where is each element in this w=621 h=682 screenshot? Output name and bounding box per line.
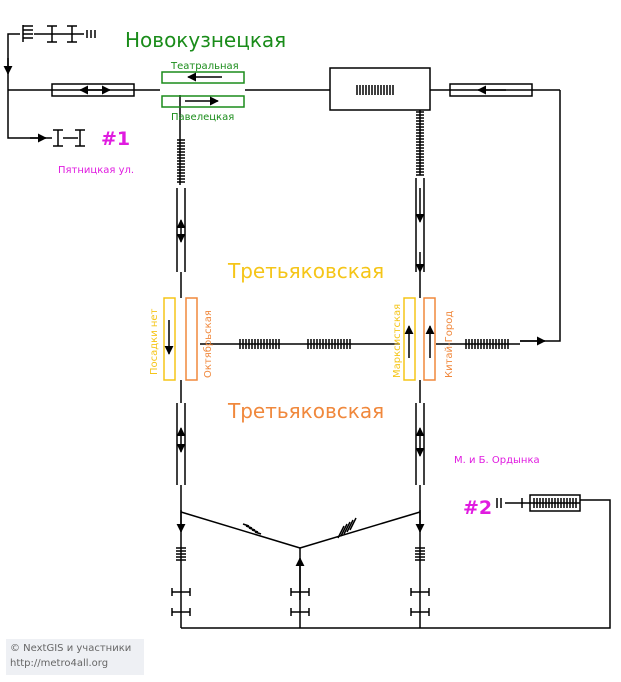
platform-posadki-net[interactable]: Посадки нет xyxy=(149,297,176,381)
platform-oktyabrskaya-label: Октябрьская xyxy=(203,310,214,378)
corridors xyxy=(176,178,611,629)
passage-right-to-left xyxy=(449,83,533,97)
exit-1-marker xyxy=(22,25,96,147)
platform-paveletskaya-label: Павелецкая xyxy=(171,112,234,123)
escalator-step xyxy=(254,531,262,535)
credits-copyright: © NextGIS и участники xyxy=(10,643,132,654)
escalators xyxy=(176,85,577,561)
exit-2-marker xyxy=(496,494,581,512)
platform-posadki-net-label: Посадки нет xyxy=(149,308,160,375)
credits-box: © NextGIS и участники http://metro4all.o… xyxy=(6,639,144,675)
platform-kitay-gorod-label: Китай-Город xyxy=(444,311,455,378)
escalator-step xyxy=(343,521,351,535)
station-name-tretyakovskaya-orange: Третьяковская xyxy=(227,399,384,423)
top-passages xyxy=(3,33,561,346)
escalator-step xyxy=(245,525,253,529)
credits-url[interactable]: http://metro4all.org xyxy=(10,658,109,669)
exit-2-street: М. и Б. Ордынка xyxy=(454,455,540,466)
platform-marksistskaya-label: Марксистская xyxy=(392,304,403,378)
platform-teatralnaya[interactable]: Театральная xyxy=(161,61,245,84)
exit-1-number: #1 xyxy=(101,128,130,150)
station-name-novokuznetskaya: Новокузнецкая xyxy=(125,28,286,52)
platform-marksistskaya[interactable]: Марксистская xyxy=(392,297,416,381)
station-name-tretyakovskaya-yellow: Третьяковская xyxy=(227,259,384,283)
escalator-step xyxy=(349,517,357,531)
platform-paveletskaya[interactable]: Павелецкая xyxy=(161,95,245,123)
exit-2-number: #2 xyxy=(463,497,492,519)
escalator-step xyxy=(346,519,354,533)
escalator-step xyxy=(251,529,259,533)
escalator-step xyxy=(340,523,348,537)
turnstiles-bottom xyxy=(171,588,430,616)
exit-1-street: Пятницкая ул. xyxy=(58,165,134,176)
platform-oktyabrskaya[interactable]: Октябрьская xyxy=(185,297,214,381)
escalator-step xyxy=(248,527,256,531)
platform-kitay-gorod[interactable]: Китай-Город xyxy=(423,297,455,381)
passage-left-bidirectional xyxy=(51,83,135,97)
escalator-step xyxy=(242,523,250,527)
platform-teatralnaya-label: Театральная xyxy=(170,61,239,72)
